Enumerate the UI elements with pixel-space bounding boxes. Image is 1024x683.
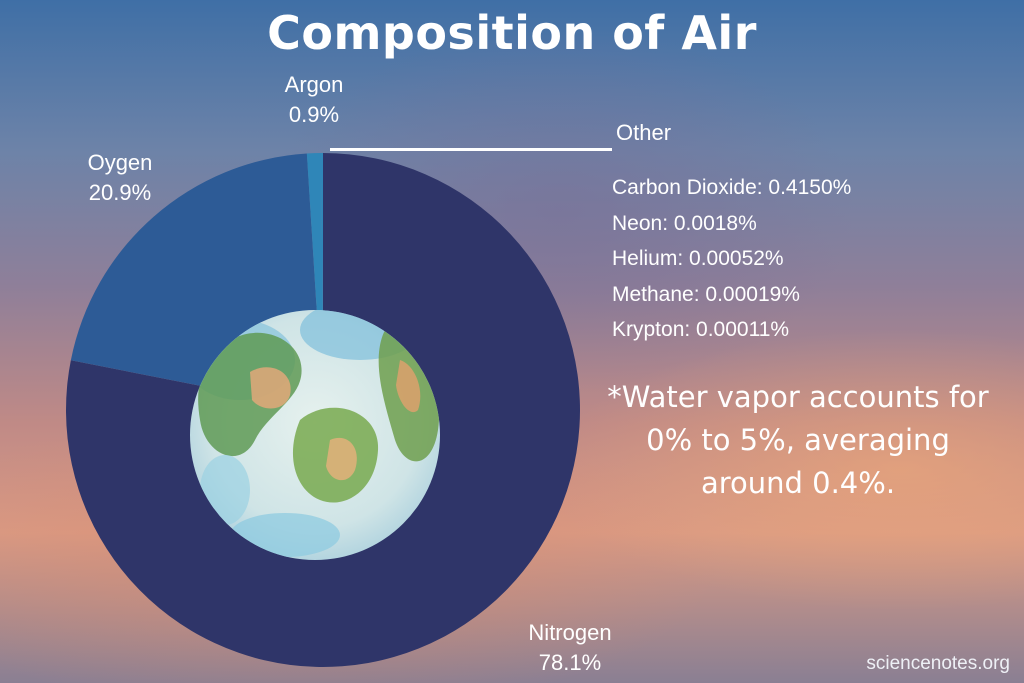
oxygen-label: Oygen 20.9% xyxy=(62,148,178,208)
list-item: Carbon Dioxide: 0.4150% xyxy=(612,176,852,199)
list-item: Methane: 0.00019% xyxy=(612,282,800,306)
list-item: Krypton: 0.00011% xyxy=(612,318,790,341)
nitrogen-label: Nitrogen 78.1% xyxy=(508,618,632,678)
water-vapor-footnote: *Water vapor accounts for 0% to 5%, aver… xyxy=(584,376,1012,505)
nitrogen-name: Nitrogen xyxy=(528,620,612,645)
argon-label: Argon 0.9% xyxy=(262,70,366,130)
other-label: Other xyxy=(616,120,672,145)
other-leader-line xyxy=(330,148,612,151)
chart-title: Composition of Air xyxy=(267,6,757,60)
oxygen-name: Oygen xyxy=(87,150,153,175)
list-item: Neon: 0.0018% xyxy=(612,211,757,235)
nitrogen-value: 78.1% xyxy=(538,650,602,675)
other-gases-list: Carbon Dioxide: 0.4150% Neon: 0.0018% He… xyxy=(612,170,851,348)
argon-name: Argon xyxy=(284,72,344,97)
footnote-line: *Water vapor accounts for xyxy=(607,380,989,414)
oxygen-value: 20.9% xyxy=(88,180,152,205)
argon-value: 0.9% xyxy=(288,102,340,127)
source-credit: sciencenotes.org xyxy=(866,653,1010,674)
footnote-line: around 0.4%. xyxy=(700,466,896,500)
list-item: Helium: 0.00052% xyxy=(612,247,784,270)
footnote-line: 0% to 5%, averaging xyxy=(646,423,950,457)
